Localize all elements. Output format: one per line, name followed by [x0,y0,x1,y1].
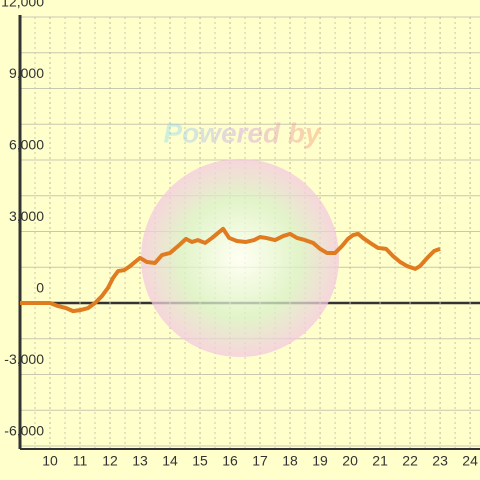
x-tick-label: 10 [42,453,58,469]
x-tick-label: 18 [282,453,298,469]
x-tick-label: 14 [162,453,178,469]
y-tick-label: 12,000 [1,0,44,10]
x-tick-label: 23 [432,453,448,469]
watermark-logo [141,159,339,357]
x-tick-label: 21 [372,453,388,469]
x-tick-label: 11 [73,453,88,469]
x-tick-label: 16 [222,453,238,469]
y-tick-label: -6,000 [4,423,44,439]
y-tick-label: 9,000 [9,65,44,81]
x-tick-label: 24 [462,453,478,469]
y-tick-label: 0 [36,280,44,296]
series-line [20,226,441,314]
y-tick-label: -3,000 [4,351,44,367]
y-tick-label: 6,000 [9,137,44,153]
x-tick-label: 20 [342,453,358,469]
x-tick-label: 12 [102,453,118,469]
x-tick-label: 17 [252,453,268,469]
x-tick-label: 19 [312,453,328,469]
x-tick-label: 15 [192,453,208,469]
x-tick-label: 13 [132,453,148,469]
y-tick-label: 3,000 [9,208,44,224]
x-tick-label: 22 [402,453,418,469]
watermark: Powered by [163,117,322,148]
